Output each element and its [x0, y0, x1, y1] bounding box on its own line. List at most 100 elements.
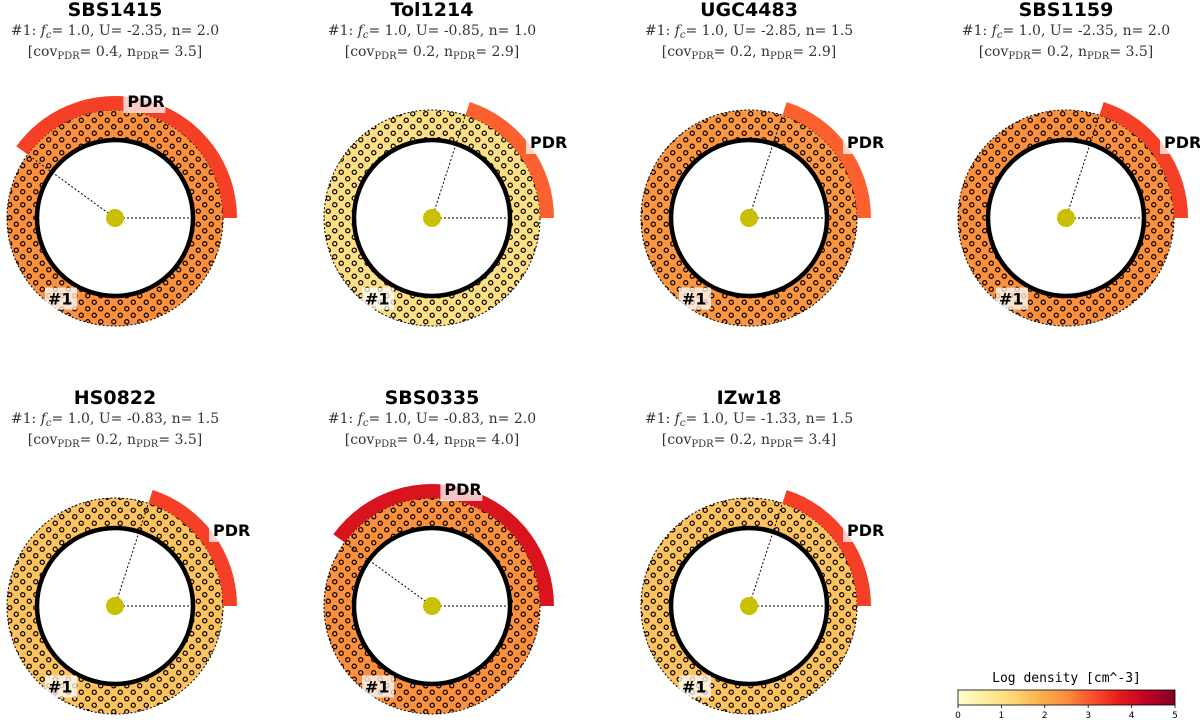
fc-value: 1.0: [702, 411, 724, 427]
component-prefix: #1:: [962, 23, 987, 39]
pdr-arc: [465, 101, 554, 218]
component-prefix: #1:: [11, 411, 36, 427]
radius-line-pdr: [344, 542, 433, 607]
panel-hs0822: HS0822 #1: fc= 1.0, U= -0.83, n= 1.5 [covP…: [6, 387, 251, 715]
pdr-arc: [782, 489, 871, 606]
pdr-label: PDR: [847, 521, 884, 540]
colorbar-tick-label: 2: [1042, 711, 1048, 721]
panel-sbs1415: SBS1415#1: fc= 1.0, U= -2.35, n= 2.0[cov…: [6, 0, 237, 327]
eq: =: [792, 432, 808, 448]
component-label-box: [678, 287, 711, 310]
u-symbol: , U=: [407, 23, 444, 39]
cov-subscript: PDR: [1008, 51, 1031, 62]
pdr-label-box: [123, 91, 166, 113]
component-prefix: #1:: [645, 411, 670, 427]
fc-value: 1.0: [702, 23, 724, 39]
npdr-value: 3.5: [175, 44, 197, 60]
cov-value: 0.4: [96, 44, 118, 60]
pdr-arc: [782, 101, 871, 218]
panel-izw18: IZw18#1: fc= 1.0, U= -1.33, n= 1.5[covPD…: [640, 387, 885, 715]
cov-value: 0.2: [730, 432, 752, 448]
fc-subscript: c: [363, 30, 369, 41]
bracket: ]: [514, 432, 519, 448]
panel-title: HS0822: [74, 387, 156, 409]
radius-line-pdr: [114, 503, 149, 607]
npdr-value: 3.5: [1126, 44, 1148, 60]
n-value: 1.5: [831, 23, 853, 39]
npdr-value: 2.9: [809, 44, 831, 60]
panel-title: SBS1415: [68, 0, 163, 21]
params-line: #1: fc= 1.0, U= -0.83, n= 1.5: [11, 411, 219, 429]
params-line: #1: fc= 1.0, U= -2.35, n= 2.0: [962, 23, 1170, 41]
panel-ugc4483: UGC4483#1: fc= 1.0, U= -2.85, n= 1.5[cov…: [640, 0, 885, 327]
fc-subscript: c: [680, 30, 686, 41]
u-symbol: , U=: [724, 23, 761, 39]
npdr-subscript: PDR: [453, 439, 476, 450]
npdr-value: 3.5: [175, 432, 197, 448]
colorbar: Log density [cm^-3] 0 1 2 3 4 5: [955, 671, 1178, 721]
fc-subscript: c: [997, 30, 1003, 41]
colorbar-tick-label: 4: [1129, 711, 1135, 721]
pdr-label: PDR: [1164, 133, 1200, 152]
cov-symbol: [cov: [345, 44, 375, 60]
n-value: 2.0: [1148, 23, 1170, 39]
n-symbol: , n=: [797, 23, 831, 39]
cov-subscript: PDR: [691, 51, 714, 62]
n-symbol: , n=: [1114, 23, 1148, 39]
npdr-value: 4.0: [492, 432, 514, 448]
colorbar-tick-label: 3: [1085, 711, 1091, 721]
component-label: #1: [365, 678, 390, 697]
npdr-symbol: , n: [1069, 44, 1087, 60]
npdr-symbol: , n: [435, 44, 453, 60]
fc-subscript: c: [46, 418, 52, 429]
eq: =: [685, 411, 701, 427]
pdr-label-box: [843, 132, 885, 154]
pdr-label: PDR: [847, 133, 884, 152]
colorbar-tick-label: 0: [955, 711, 961, 721]
panel-sbs0335: SBS0335#1: fc= 1.0, U= -0.83, n= 2.0[cov…: [323, 387, 554, 715]
pdr-params-line: [covPDR= 0.2, nPDR= 3.4]: [662, 432, 837, 450]
eq: =: [51, 23, 67, 39]
fc-subscript: c: [46, 30, 52, 41]
radius-line-pdr: [1065, 115, 1100, 219]
fc-value: 1.0: [1019, 23, 1041, 39]
n-symbol: , n=: [163, 23, 197, 39]
colorbar-gradient: [957, 689, 1176, 706]
params-line: #1: fc= 1.0, U= -0.83, n= 2.0: [328, 411, 536, 429]
cov-symbol: [cov: [28, 432, 58, 448]
component-label-box: [361, 287, 394, 310]
bracket: ]: [514, 44, 519, 60]
pdr-params-line: [covPDR= 0.4, nPDR= 4.0]: [345, 432, 520, 450]
component-label-box: [44, 675, 77, 698]
fc-value: 1.0: [68, 411, 90, 427]
cov-symbol: [cov: [662, 432, 692, 448]
component-label-box: [44, 287, 77, 310]
cov-subscript: PDR: [57, 51, 80, 62]
n-value: 1.5: [197, 411, 219, 427]
u-value: -0.85: [444, 23, 480, 39]
pdr-arc: [148, 489, 237, 606]
panel-title: UGC4483: [700, 0, 798, 21]
npdr-subscript: PDR: [770, 51, 793, 62]
radius-line-pdr: [431, 115, 466, 219]
pdr-params-line: [covPDR= 0.2, nPDR= 3.5]: [28, 432, 203, 450]
star-marker: [423, 597, 441, 615]
pdr-label-box: [843, 520, 885, 542]
eq: =: [475, 44, 491, 60]
fc-symbol: f: [991, 23, 1000, 39]
cov-subscript: PDR: [374, 51, 397, 62]
u-value: -2.35: [127, 23, 163, 39]
radius-line-pdr: [27, 154, 116, 219]
fc-symbol: f: [40, 411, 49, 427]
cov-value: 0.2: [730, 44, 752, 60]
n-symbol: , n=: [163, 411, 197, 427]
u-symbol: , U=: [724, 411, 761, 427]
params-line: #1: fc= 1.0, U= -2.85, n= 1.5: [645, 23, 853, 41]
component-prefix: #1:: [645, 23, 670, 39]
cov-subscript: PDR: [691, 439, 714, 450]
eq: =: [685, 23, 701, 39]
pdr-arc: [1099, 101, 1188, 218]
n-value: 2.0: [197, 23, 219, 39]
u-symbol: , U=: [1041, 23, 1078, 39]
cov-symbol: [cov: [28, 44, 58, 60]
